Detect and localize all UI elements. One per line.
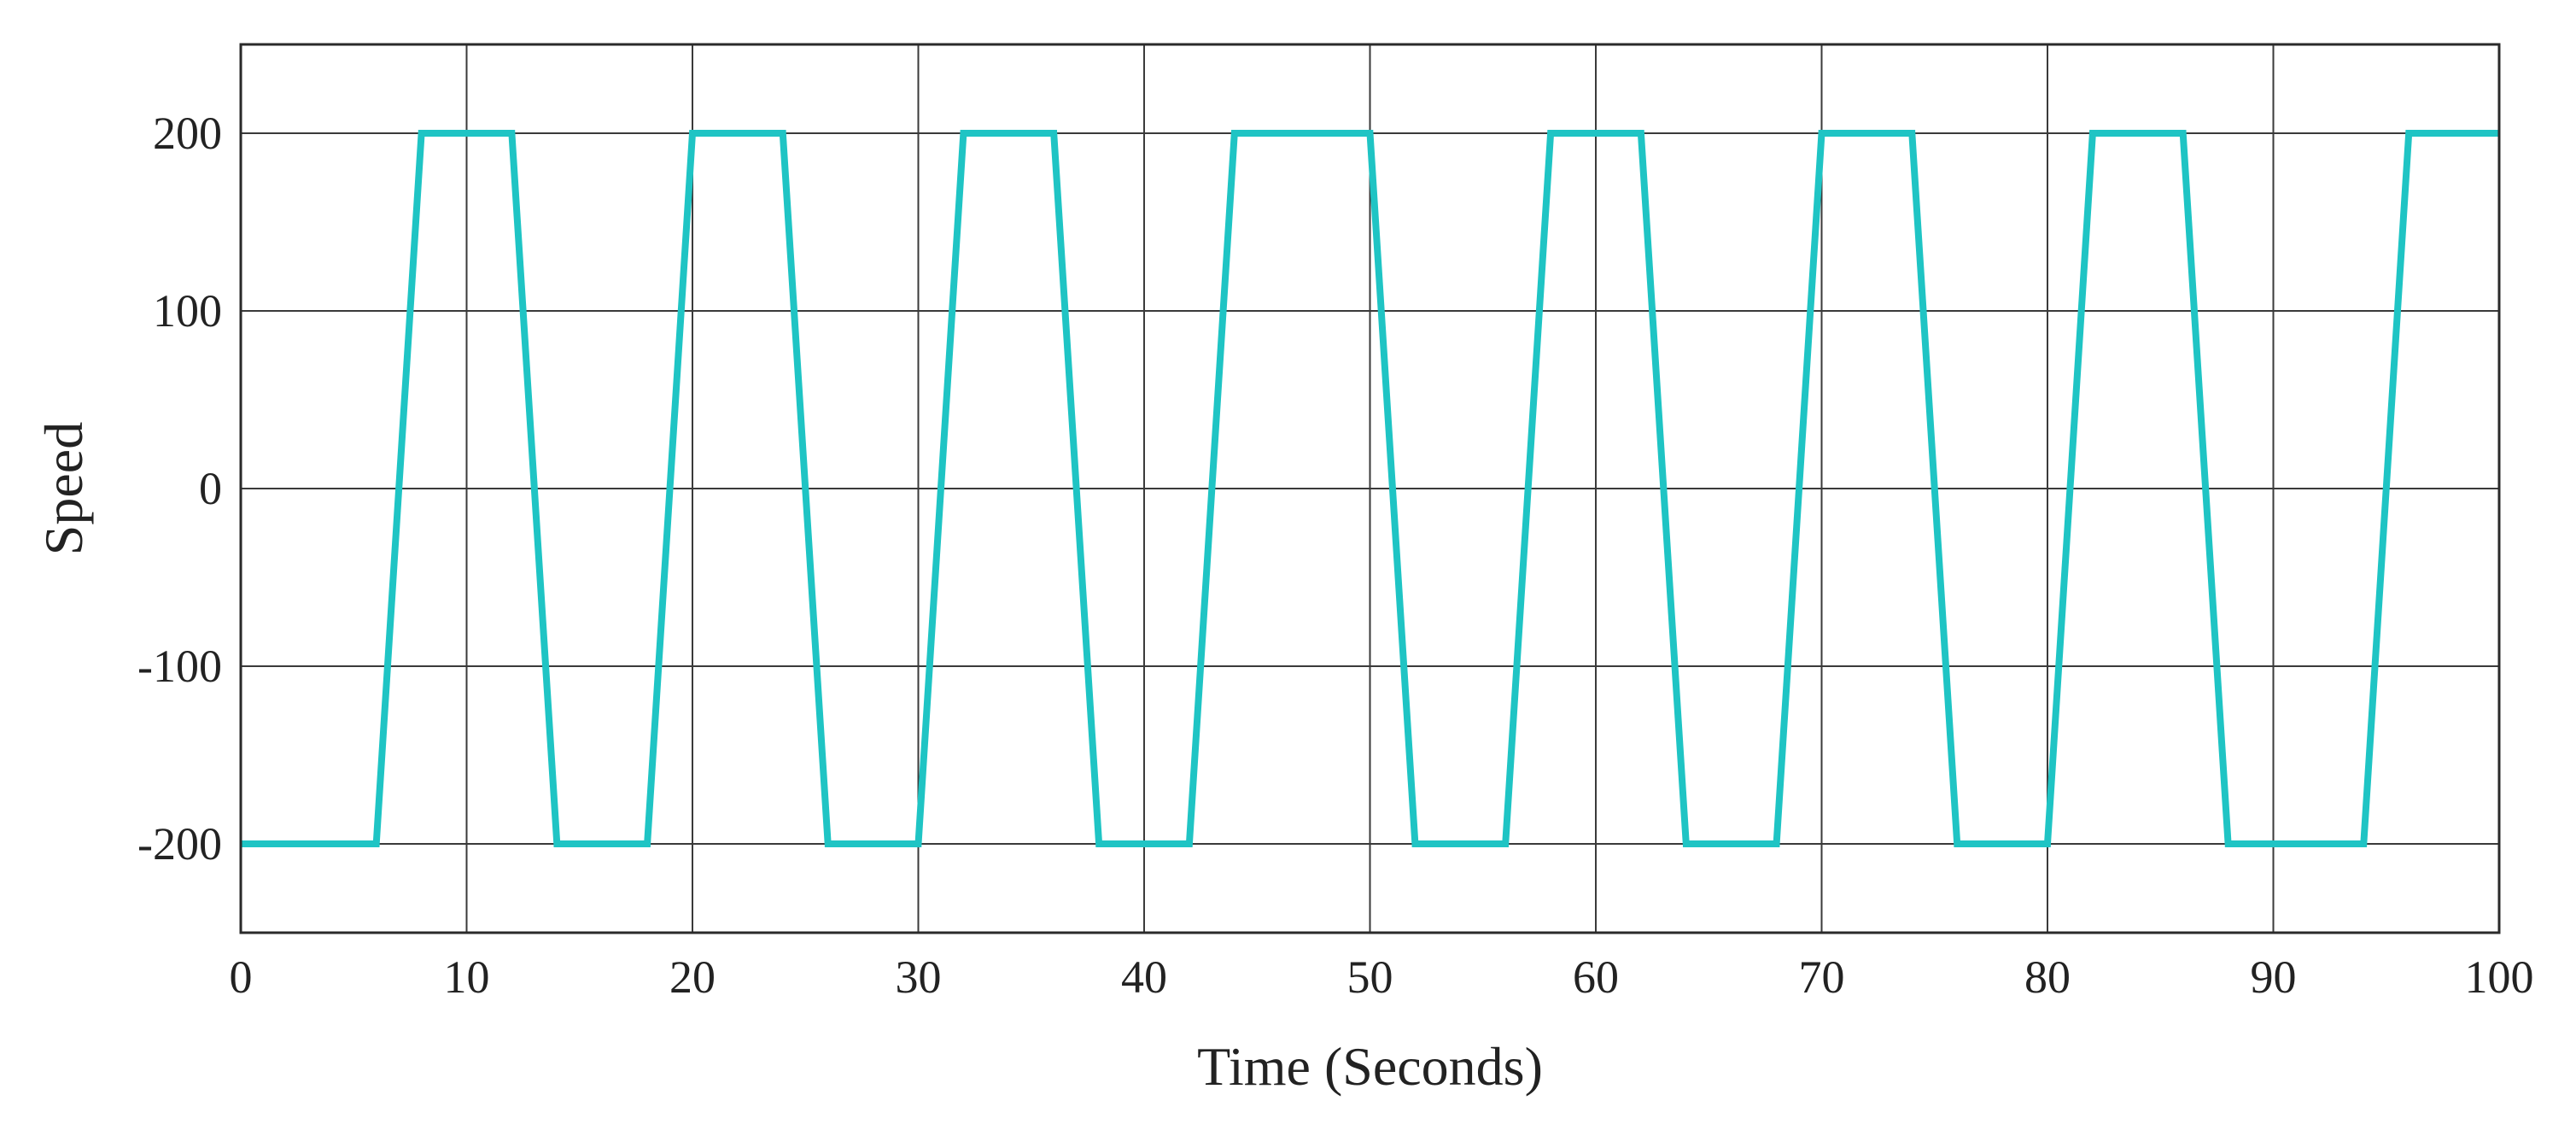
series-layer — [241, 130, 2499, 847]
x-tick-label: 90 — [2251, 951, 2297, 1003]
x-axis-label: Time (Seconds) — [1197, 1036, 1543, 1097]
y-tick-label: -100 — [137, 641, 222, 692]
x-axis-ticks: 0 10 20 30 40 50 60 70 80 90 100 — [230, 951, 2534, 1003]
x-tick-label: 0 — [230, 951, 253, 1003]
x-tick-label: 100 — [2465, 951, 2534, 1003]
y-axis-ticks: -200 -100 0 100 200 — [137, 108, 222, 869]
x-tick-label: 40 — [1121, 951, 1167, 1003]
x-tick-label: 30 — [896, 951, 942, 1003]
series-line-1 — [241, 130, 2499, 847]
x-tick-label: 70 — [1799, 951, 1845, 1003]
x-tick-label: 60 — [1573, 951, 1619, 1003]
y-tick-label: -200 — [137, 818, 222, 869]
y-tick-label: 100 — [153, 285, 222, 337]
y-tick-label: 200 — [153, 108, 222, 159]
x-tick-label: 50 — [1347, 951, 1393, 1003]
y-axis-label: Speed — [33, 422, 94, 555]
x-tick-label: 10 — [444, 951, 490, 1003]
y-tick-label: 0 — [199, 463, 222, 514]
x-tick-label: 20 — [669, 951, 716, 1003]
plot-frame — [239, 43, 2501, 934]
x-tick-label: 80 — [2024, 951, 2071, 1003]
